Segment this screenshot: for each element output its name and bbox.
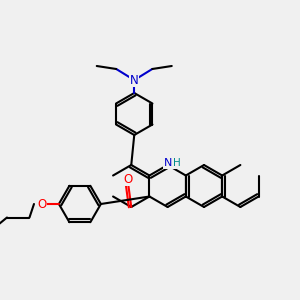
Text: O: O [38,197,47,211]
Text: N: N [164,158,172,169]
Text: O: O [124,172,133,186]
Text: H: H [173,158,181,169]
Text: N: N [130,74,139,87]
